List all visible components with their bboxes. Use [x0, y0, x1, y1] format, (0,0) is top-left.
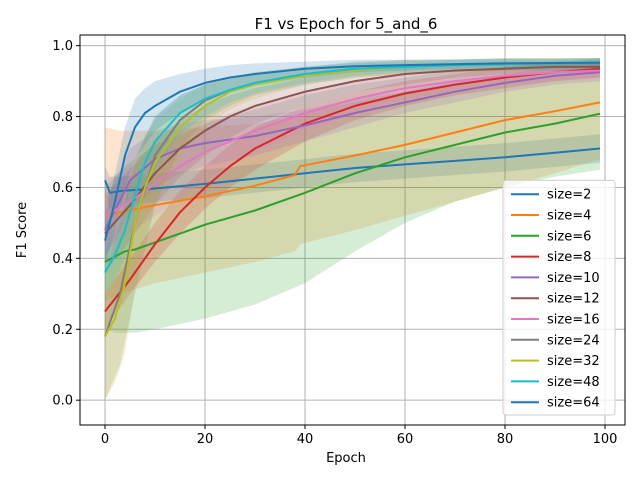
y-axis-title: F1 Score	[15, 202, 30, 258]
legend-label: size=48	[547, 375, 600, 390]
y-tick-label: 0.4	[52, 252, 73, 267]
confidence-band-size-10	[105, 63, 600, 259]
series-line-size-2	[104, 147, 601, 194]
y-tick-label: 1.0	[52, 39, 73, 54]
series-line-size-4	[104, 101, 601, 217]
legend: size=2 size=4 size=6 size=8 size=10 size=12 si…	[502, 179, 616, 416]
confidence-band-size-16	[105, 63, 600, 252]
series-line-size-16	[104, 69, 601, 217]
chart-title: F1 vs Epoch for 5_and_6	[255, 15, 438, 34]
plot-frame	[79, 34, 626, 426]
series-line-size-64	[104, 61, 601, 241]
confidence-band-size-12	[105, 61, 600, 273]
legend-label: size=24	[547, 333, 600, 348]
legend-label: size=4	[547, 209, 591, 224]
tick-layer: 0 20 40 60 80 100 0.0 0.2 0.4 0.6 0.8 1.0	[52, 39, 617, 447]
legend-label: size=10	[547, 271, 600, 286]
confidence-band-size-2	[105, 134, 600, 209]
legend-label: size=64	[547, 396, 600, 411]
legend-label: size=8	[547, 250, 591, 265]
x-tick-label: 60	[397, 432, 414, 447]
x-axis-title: Epoch	[326, 451, 366, 466]
legend-label: size=12	[547, 292, 600, 307]
series-line-size-6	[104, 112, 601, 263]
legend-label: size=6	[547, 229, 591, 244]
series-line-size-12	[104, 65, 600, 235]
x-tick-label: 0	[101, 432, 109, 447]
legend-label: size=16	[547, 313, 600, 328]
x-tick-label: 80	[497, 432, 514, 447]
legend-box	[502, 179, 616, 416]
x-tick-label: 100	[593, 432, 618, 447]
y-tick-label: 0.2	[52, 323, 73, 338]
series-line-size-8	[104, 67, 601, 313]
legend-label: size=2	[547, 188, 591, 203]
line-layer	[104, 61, 601, 337]
legend-label: size=32	[547, 354, 600, 369]
y-tick-label: 0.8	[52, 110, 73, 125]
y-tick-label: 0.0	[52, 394, 73, 409]
confidence-band-size-4	[105, 63, 600, 301]
series-line-size-10	[104, 71, 601, 231]
x-tick-label: 20	[197, 432, 214, 447]
y-tick-label: 0.6	[52, 181, 73, 196]
x-tick-label: 40	[297, 432, 314, 447]
